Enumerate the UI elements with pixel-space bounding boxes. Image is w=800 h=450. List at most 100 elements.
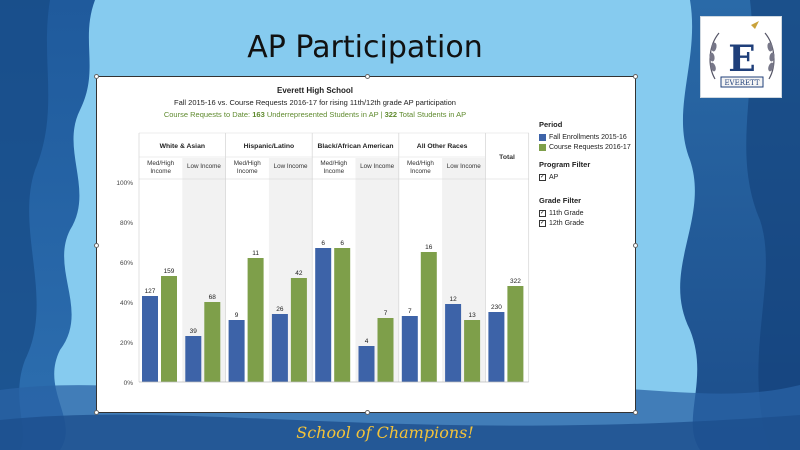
resize-handle[interactable] (365, 74, 370, 79)
dashboard-subtitle: Fall 2015-16 vs. Course Requests 2016-17… (174, 98, 456, 107)
requests-summary-part: Total Students in AP (397, 110, 466, 119)
bar-request-2016-17 (204, 302, 221, 382)
y-tick-label: 80% (120, 220, 133, 227)
legend-period-title: Period (539, 120, 563, 129)
bar-data-label: 26 (276, 306, 284, 313)
grade-filter-12th[interactable]: ✓ 12th Grade (539, 218, 631, 228)
subgroup-label: Low Income (187, 163, 221, 170)
bar-fall-2015-16 (142, 296, 158, 382)
y-tick-label: 0% (124, 380, 134, 387)
requests-summary: Course Requests to Date: 163 Underrepres… (164, 110, 466, 119)
group-header: Hispanic/Latino (244, 143, 295, 150)
bar-data-label: 6 (321, 240, 325, 247)
tableau-dashboard: Everett High School Fall 2015-16 vs. Cour… (94, 74, 638, 415)
grade-filter-11th[interactable]: ✓ 11th Grade (539, 208, 631, 218)
dashboard-school-title: Everett High School (277, 86, 353, 95)
bar-data-label: 16 (425, 244, 433, 251)
group-header: White & Asian (160, 143, 205, 150)
requests-summary-part: 163 (252, 110, 265, 119)
bar-fall-2015-16 (315, 248, 332, 382)
school-logo: E EVERETT (700, 16, 782, 98)
bar-data-label: 39 (190, 328, 198, 335)
group-header: All Other Races (417, 143, 468, 150)
subgroup-label: Med/High (320, 160, 347, 167)
bar-data-label: 11 (252, 250, 259, 257)
bar-request-2016-17 (290, 278, 307, 382)
grade-filter-11th-label: 11th Grade (549, 209, 584, 217)
subgroup-label: Low Income (360, 163, 394, 170)
subgroup-label: Med/High (407, 160, 434, 167)
bar-data-label: 12 (449, 296, 457, 303)
subgroup-label: Income (410, 168, 431, 175)
slide-title: AP Participation (247, 30, 483, 65)
ap-participation-chart: Everett High School Fall 2015-16 vs. Cour… (116, 86, 530, 387)
subgroup-label: Income (237, 168, 258, 175)
bar-fall-2015-16 (358, 346, 375, 382)
bar-fall-2015-16 (228, 320, 245, 382)
bar-data-label: 4 (365, 338, 369, 345)
bar-data-label: 7 (384, 310, 388, 317)
request-swatch (539, 143, 546, 151)
bar-request-2016-17 (377, 318, 394, 382)
subgroup-label: Total (499, 154, 515, 161)
bar-fall-2015-16 (401, 316, 418, 382)
program-filter-title: Program Filter (539, 160, 591, 169)
bar-data-label: 13 (468, 312, 476, 319)
bar-fall-2015-16 (488, 312, 505, 382)
bar-request-2016-17 (464, 320, 481, 382)
bar-fall-2015-16 (185, 336, 202, 382)
resize-handle[interactable] (633, 243, 638, 248)
checkbox-checked-icon[interactable]: ✓ (539, 173, 546, 181)
bar-request-2016-17 (507, 286, 524, 382)
resize-handle[interactable] (365, 410, 370, 415)
resize-handle[interactable] (633, 410, 638, 415)
resize-handle[interactable] (94, 74, 99, 79)
bar-data-label: 230 (491, 304, 502, 311)
bar-request-2016-17 (420, 252, 437, 382)
legend-item-request-label: Course Requests 2016-17 (549, 143, 631, 151)
bar-data-label: 127 (145, 288, 156, 295)
group-header: Black/African American (317, 143, 393, 150)
subgroup-label: Low Income (447, 163, 481, 170)
fall-swatch (539, 133, 546, 141)
checkbox-checked-icon[interactable]: ✓ (539, 209, 546, 217)
y-tick-label: 60% (120, 260, 133, 267)
legend-panel: Period Fall Enrollments 2015-16 Course R… (539, 120, 631, 228)
bar-request-2016-17 (247, 258, 264, 382)
bar-request-2016-17 (161, 276, 177, 382)
bar-data-label: 7 (408, 308, 412, 315)
bar-fall-2015-16 (271, 314, 288, 382)
grade-filter-title: Grade Filter (539, 196, 582, 205)
y-tick-label: 100% (116, 180, 133, 187)
bar-data-label: 9 (235, 312, 239, 319)
legend-item-request[interactable]: Course Requests 2016-17 (539, 142, 631, 152)
program-filter-ap-label: AP (549, 173, 559, 181)
bar-data-label: 42 (295, 270, 303, 277)
subgroup-label: Income (324, 168, 345, 175)
bar-data-label: 6 (340, 240, 344, 247)
subgroup-label: Low Income (274, 163, 308, 170)
legend-item-fall[interactable]: Fall Enrollments 2015-16 (539, 132, 631, 142)
grade-filter-12th-label: 12th Grade (549, 219, 585, 227)
resize-handle[interactable] (633, 74, 638, 79)
bar-data-label: 322 (510, 278, 521, 285)
logo-banner-text: EVERETT (724, 79, 759, 87)
bar-request-2016-17 (334, 248, 351, 382)
tagline: School of Champions! (296, 423, 474, 442)
requests-summary-part: Course Requests to Date: (164, 110, 252, 119)
bar-data-label: 68 (209, 294, 217, 301)
checkbox-checked-icon[interactable]: ✓ (539, 219, 546, 227)
requests-summary-part: 322 (385, 110, 398, 119)
y-tick-label: 20% (120, 340, 133, 347)
requests-summary-part: Underrepresented Students in AP | (265, 110, 385, 119)
logo-letter: E (728, 38, 755, 80)
program-filter-ap[interactable]: ✓ AP (539, 172, 631, 182)
resize-handle[interactable] (94, 410, 99, 415)
subgroup-label: Income (150, 168, 171, 175)
subgroup-label: Med/High (234, 160, 261, 167)
subgroup-label: Med/High (147, 160, 174, 167)
legend-item-fall-label: Fall Enrollments 2015-16 (549, 133, 627, 141)
resize-handle[interactable] (94, 243, 99, 248)
bar-fall-2015-16 (445, 304, 462, 382)
bar-data-label: 159 (164, 268, 175, 275)
